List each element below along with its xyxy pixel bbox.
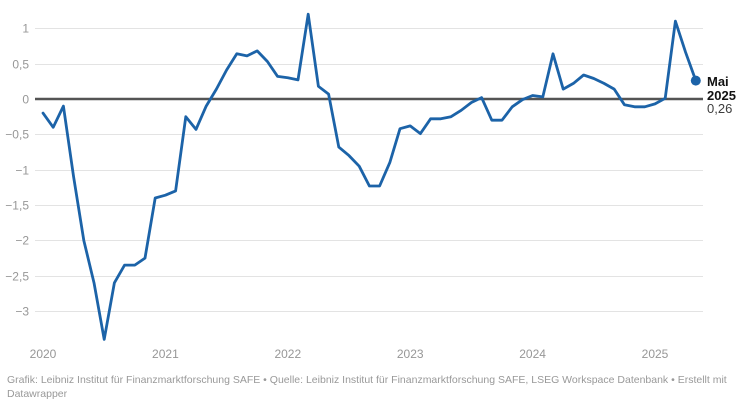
y-axis-tick-label: 0 [22, 93, 29, 107]
attribution-line-1: Grafik: Leibniz Institut für Finanzmarkt… [7, 374, 727, 386]
y-axis-tick-label: 1 [22, 22, 29, 36]
y-axis-tick-label: 0,5 [12, 58, 29, 72]
end-value-annotation: Mai 2025 0,26 [707, 74, 736, 116]
y-axis-tick-label: −1,5 [5, 199, 29, 213]
annotation-value-label: 0,26 [707, 101, 732, 116]
y-axis-tick-label: −1 [15, 164, 29, 178]
y-axis-tick-label: −2 [15, 234, 29, 248]
x-axis-tick-label: 2022 [274, 347, 301, 361]
x-axis-tick-label: 2025 [642, 347, 669, 361]
x-axis-tick-label: 2021 [152, 347, 179, 361]
y-axis-tick-label: −0,5 [5, 128, 29, 142]
attribution-line-2: Datawrapper [7, 387, 68, 400]
annotation-year-label: 2025 [707, 88, 736, 103]
x-axis-tick-label: 2020 [30, 347, 57, 361]
line-chart: 1 0,5 0 −0,5 −1 −1,5 −2 −2,5 −3 2020 2021 2022 2023 2… [5, 12, 736, 361]
data-line [41, 12, 698, 341]
end-point-marker [690, 75, 701, 86]
chart-attribution: Grafik: Leibniz Institut für Finanzmarkt… [7, 374, 733, 401]
annotation-month-label: Mai [707, 74, 729, 89]
y-axis-tick-label: −3 [15, 305, 29, 319]
y-axis-tick-label: −2,5 [5, 270, 29, 284]
x-axis-tick-label: 2024 [519, 347, 546, 361]
x-axis-tick-label: 2023 [397, 347, 424, 361]
